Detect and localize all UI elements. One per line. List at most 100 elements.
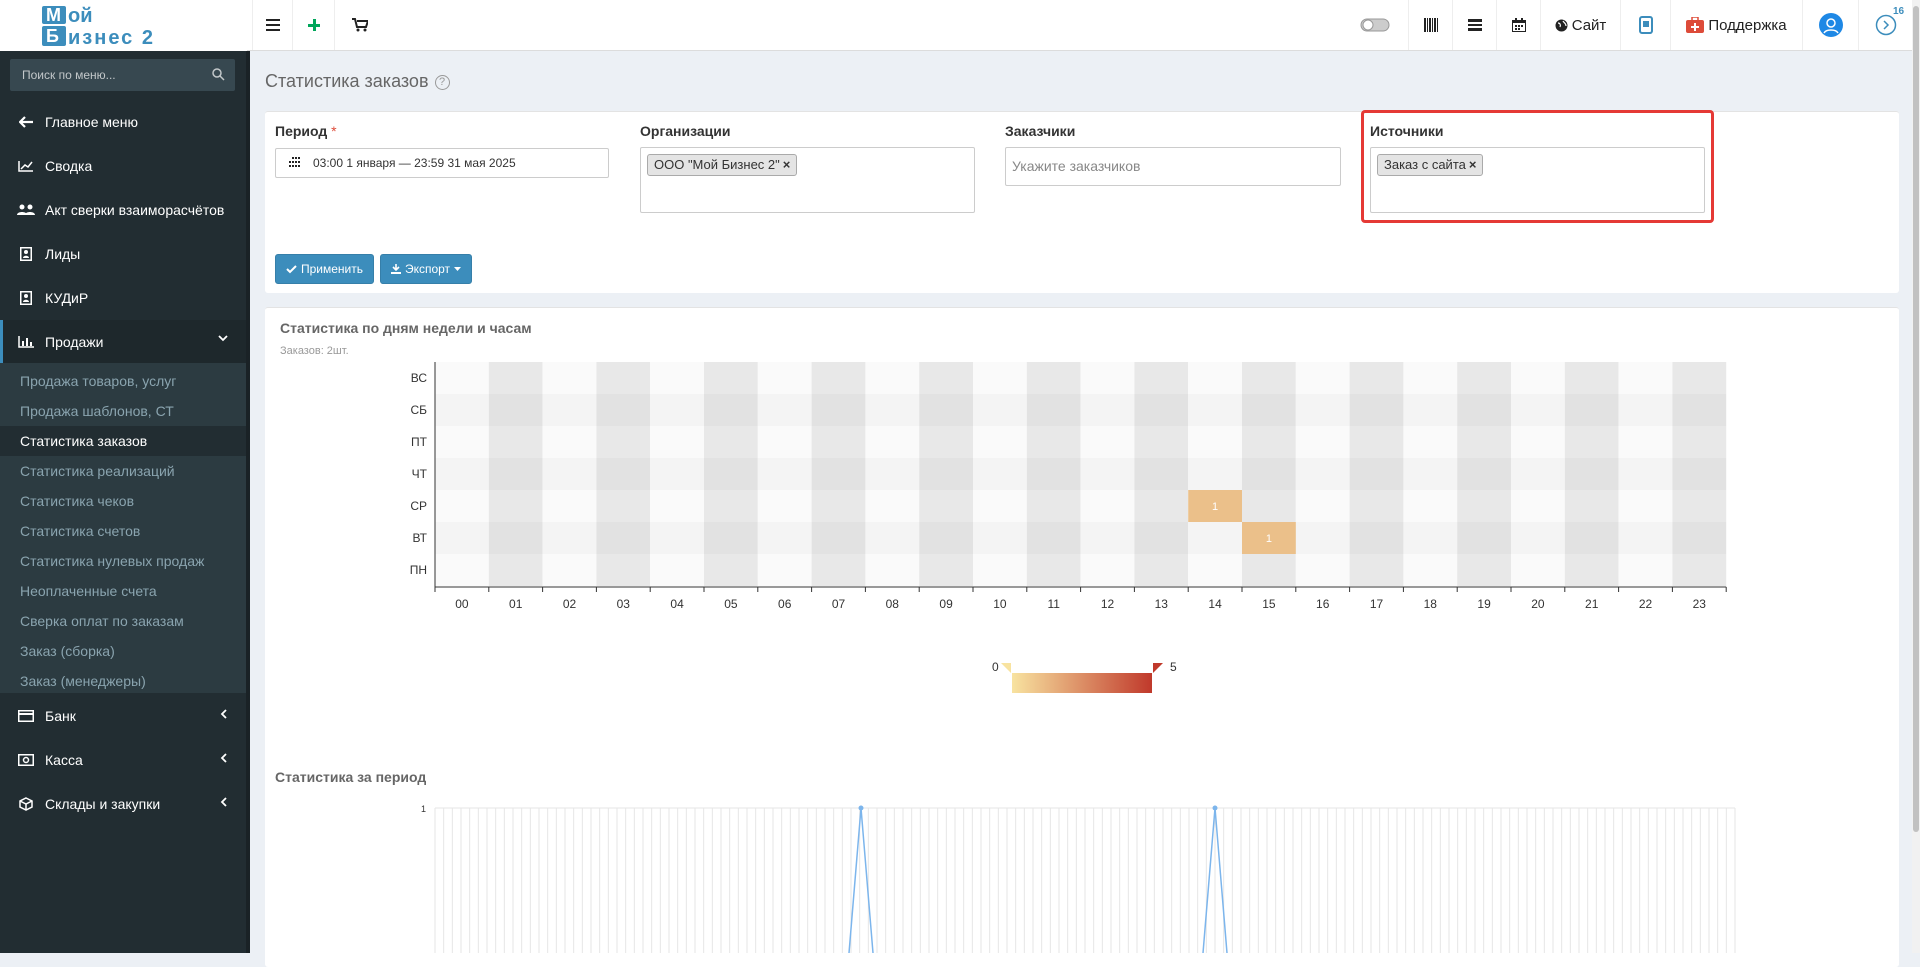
heatmap-cell	[1457, 522, 1511, 554]
user-menu-button[interactable]	[1802, 0, 1858, 50]
heatmap-cell	[1080, 362, 1135, 394]
submenu-item[interactable]: Продажа шаблонов, СТ	[20, 403, 174, 419]
heatmap-y-label: ВС	[411, 371, 428, 385]
sources-select[interactable]: Заказ с сайта ×	[1370, 147, 1705, 213]
heatmap-cell	[435, 458, 489, 490]
phone-app-button[interactable]	[1620, 0, 1670, 50]
period-input[interactable]: 03:00 1 января — 23:59 31 мая 2025	[275, 148, 609, 178]
org-tag[interactable]: ООО "Мой Бизнес 2" ×	[647, 154, 798, 176]
sidebar-item-main-menu[interactable]: Главное меню	[0, 100, 246, 144]
customers-select[interactable]: Укажите заказчиков	[1005, 147, 1341, 186]
sidebar-search[interactable]: Поиск по меню...	[10, 59, 235, 91]
search-icon[interactable]	[212, 68, 225, 81]
heatmap-cell	[973, 554, 1027, 586]
heatmap-value-label: 1	[1266, 533, 1272, 545]
period-line-chart: 1	[421, 804, 1736, 953]
notifications-button[interactable]: 16	[1858, 0, 1912, 50]
support-button[interactable]: Поддержка	[1670, 0, 1802, 50]
heatmap-cell	[865, 362, 920, 394]
heatmap-cell	[1080, 522, 1135, 554]
site-label: Сайт	[1571, 16, 1607, 34]
heatmap-cell	[542, 394, 597, 426]
sidebar-item-cash[interactable]: Касса	[0, 738, 246, 782]
sidebar-item-bank[interactable]: Банк	[0, 694, 246, 738]
toggle-icon	[1360, 18, 1390, 32]
sidebar-item-warehouse[interactable]: Склады и закупки	[0, 782, 246, 826]
credit-card-icon	[18, 710, 34, 722]
page-scrollbar-thumb[interactable]	[1913, 6, 1919, 832]
sales-submenu: Продажа товаров, услуг Продажа шаблонов,…	[0, 363, 246, 693]
sidebar-item-leads[interactable]: Лиды	[0, 232, 246, 276]
barcode-button[interactable]	[1408, 0, 1452, 50]
heatmap-cell	[1511, 458, 1565, 490]
heatmap-cell	[1026, 362, 1081, 394]
heatmap-cell	[811, 522, 866, 554]
plus-icon	[307, 19, 320, 31]
heatmap-cell	[435, 522, 489, 554]
submenu-item[interactable]: Заказ (сборка)	[20, 643, 115, 659]
org-select[interactable]: ООО "Мой Бизнес 2" ×	[640, 147, 975, 213]
heatmap-cell	[435, 394, 489, 426]
line-chart-point[interactable]	[1212, 805, 1218, 811]
sidebar-item-sales[interactable]: Продажи	[0, 320, 246, 364]
heatmap-value-cell[interactable]	[1242, 522, 1296, 554]
heatmap-value-cell[interactable]	[1188, 490, 1242, 522]
first-aid-icon	[1686, 17, 1705, 33]
source-tag[interactable]: Заказ с сайта ×	[1377, 154, 1484, 176]
submenu-item[interactable]: Сверка оплат по заказам	[20, 613, 184, 629]
sidebar-item-kudir[interactable]: КУДиР	[0, 276, 246, 320]
sidebar-item-summary[interactable]: Сводка	[0, 144, 246, 188]
add-button[interactable]	[292, 0, 334, 50]
sidebar-item-label: Лиды	[45, 246, 81, 262]
submenu-item[interactable]: Заказ (менеджеры)	[20, 673, 146, 689]
bar-chart-icon	[18, 336, 34, 348]
submenu-item[interactable]: Неоплаченные счета	[20, 583, 157, 599]
heatmap-title: Статистика по дням недели и часам	[280, 320, 532, 336]
heatmap-x-label: 04	[670, 597, 684, 611]
sidebar-item-reconciliation[interactable]: Акт сверки взаиморасчётов	[0, 188, 246, 232]
heatmap-cell	[1349, 362, 1404, 394]
calendar-button[interactable]	[1496, 0, 1540, 50]
heatmap-cell	[596, 458, 651, 490]
submenu-item-current[interactable]: Статистика заказов	[0, 426, 246, 456]
submenu-item[interactable]: Статистика чеков	[20, 493, 135, 509]
help-icon[interactable]: ?	[434, 75, 450, 90]
theme-toggle[interactable]	[1342, 0, 1408, 50]
remove-tag-icon[interactable]: ×	[782, 157, 791, 172]
heatmap-cell	[488, 394, 543, 426]
heatmap-x-label: 19	[1477, 597, 1491, 611]
remove-tag-icon[interactable]: ×	[1468, 157, 1477, 172]
heatmap-cell	[1134, 458, 1189, 490]
chevron-down-icon	[218, 335, 228, 342]
submenu-item[interactable]: Продажа товаров, услуг	[20, 373, 177, 389]
heatmap-cell	[1134, 426, 1189, 458]
heatmap-cell	[757, 394, 812, 426]
cart-button[interactable]	[334, 0, 384, 50]
heatmap-cell	[542, 426, 597, 458]
line-chart-point[interactable]	[858, 805, 864, 811]
heatmap-cell	[1349, 522, 1404, 554]
search-input[interactable]: Поиск по меню...	[22, 68, 116, 82]
heatmap-x-label: 08	[886, 597, 900, 611]
list-button[interactable]	[1452, 0, 1496, 50]
site-button[interactable]: Сайт	[1540, 0, 1620, 50]
heatmap-cell	[650, 554, 704, 586]
heatmap-y-label: ЧТ	[412, 467, 428, 481]
menu-toggle-button[interactable]	[252, 0, 292, 50]
apply-button[interactable]: Применить	[275, 254, 374, 284]
submenu-item[interactable]: Статистика счетов	[20, 523, 141, 539]
logo[interactable]: М ой Б изнес 2	[0, 0, 247, 51]
heatmap-cell	[1511, 362, 1565, 394]
heatmap-cell	[596, 426, 651, 458]
legend-max-marker[interactable]	[1153, 663, 1163, 673]
legend-min-marker[interactable]	[1001, 663, 1011, 673]
heatmap-cell	[1457, 554, 1511, 586]
export-button[interactable]: Экспорт	[380, 254, 472, 284]
heatmap-cell	[596, 362, 651, 394]
submenu-item[interactable]: Статистика реализаций	[20, 463, 175, 479]
heatmap-cell	[704, 426, 758, 458]
heatmap-cell	[596, 522, 651, 554]
cube-icon	[19, 797, 33, 811]
heatmap-x-label: 21	[1585, 597, 1599, 611]
submenu-item[interactable]: Статистика нулевых продаж	[20, 553, 205, 569]
